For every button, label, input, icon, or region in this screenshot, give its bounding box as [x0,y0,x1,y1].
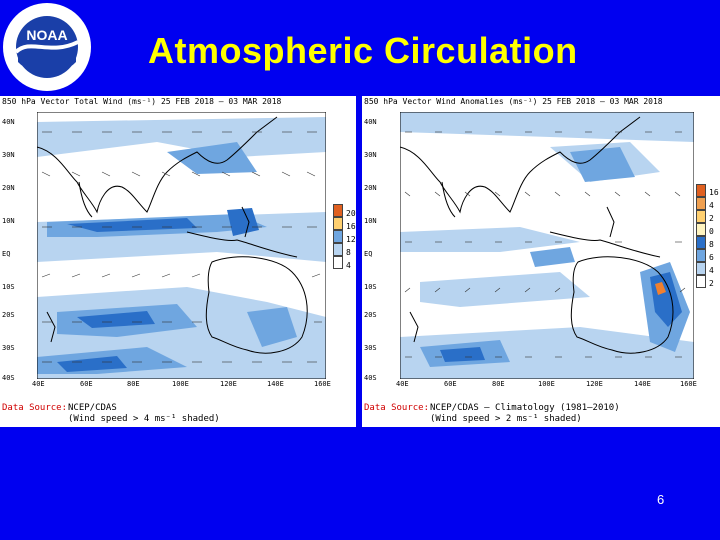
colorbar-label: 16 [709,188,719,197]
data-source-text: NCEP/CDAS — Climatology (1981–2010) [430,403,620,413]
colorbar-label: 4 [709,201,714,210]
panel-title: 850 hPa Vector Total Wind (ms⁻¹) 25 FEB … [2,97,282,106]
lon-label: 160E [314,380,331,388]
noaa-logo: NOAA [3,3,91,91]
colorbar-swatch [333,256,343,269]
lon-label: 160E [680,380,697,388]
colorbar-label: 2 [709,279,714,288]
total-wind-map-panel: 850 hPa Vector Total Wind (ms⁻¹) 25 FEB … [0,96,356,427]
lon-label: 100E [538,380,555,388]
lat-label: 10S [364,283,377,291]
colorbar-label: 12 [346,235,356,244]
colorbar-swatch [333,230,343,243]
lat-label: 10N [2,217,15,225]
colorbar-label: 20 [346,209,356,218]
colorbar-label: 6 [709,253,714,262]
colorbar-swatch [696,210,706,223]
lat-label: 30N [2,151,15,159]
lon-label: 80E [127,380,140,388]
colorbar-swatch [696,249,706,262]
data-source-label: Data Source: [364,403,430,413]
anomaly-colorbar: 16 4 2 0 8 6 4 2 [696,184,720,296]
lon-label: 40E [32,380,45,388]
colorbar-label: 16 [346,222,356,231]
lat-label: 40S [2,374,15,382]
colorbar-label: 4 [709,266,714,275]
coastlines [37,116,308,354]
lon-label: 60E [80,380,93,388]
colorbar-label: 8 [709,240,714,249]
lon-label: 140E [267,380,284,388]
colorbar-swatch [333,217,343,230]
lon-label: 120E [220,380,237,388]
colorbar-swatch [696,197,706,210]
wind-vectors [41,131,322,363]
data-source-label: Data Source: [2,403,68,413]
lat-label: 20N [364,184,377,192]
lat-label: 20S [2,311,15,319]
lat-label: 20S [364,311,377,319]
colorbar-swatch [333,243,343,256]
speed-colorbar: 20 16 12 8 4 [333,204,356,284]
shading-note: (Wind speed > 2 ms⁻¹ shaded) [430,414,582,424]
lat-label: 10S [2,283,15,291]
colorbar-swatch [696,236,706,249]
shading-dark [57,208,259,372]
wind-anomaly-map-panel: 850 hPa Vector Wind Anomalies (ms⁻¹) 25 … [362,96,720,427]
lat-label: 10N [364,217,377,225]
colorbar-swatch [696,223,706,236]
data-source-text: NCEP/CDAS [68,403,117,413]
page-number: 6 [657,492,665,507]
wind-anomaly-map [400,112,694,379]
shading-positive [655,282,666,295]
lat-label: EQ [2,250,11,258]
lon-label: 140E [634,380,651,388]
wind-vectors [404,131,686,358]
colorbar-swatch [696,184,706,197]
colorbar-label: 8 [346,248,351,257]
colorbar-label: 4 [346,261,351,270]
shading-note: (Wind speed > 4 ms⁻¹ shaded) [68,414,220,424]
colorbar-swatch [696,262,706,275]
lat-label: 40S [364,374,377,382]
lat-label: EQ [364,250,373,258]
lat-label: 30S [2,344,15,352]
lon-label: 120E [586,380,603,388]
shading-light [400,112,694,379]
slide-title: Atmospheric Circulation [148,30,578,71]
lon-label: 100E [172,380,189,388]
lat-label: 40N [2,118,15,126]
lat-label: 30N [364,151,377,159]
colorbar-swatch [333,204,343,217]
logo-text: NOAA [26,27,67,43]
coastlines [400,116,674,354]
total-wind-map [37,112,326,379]
colorbar-label: 2 [709,214,714,223]
lat-label: 40N [364,118,377,126]
lon-label: 40E [396,380,409,388]
colorbar-swatch [696,275,706,288]
lon-label: 80E [492,380,505,388]
lat-label: 20N [2,184,15,192]
lat-label: 30S [364,344,377,352]
lon-label: 60E [444,380,457,388]
panel-title: 850 hPa Vector Wind Anomalies (ms⁻¹) 25 … [364,97,663,106]
colorbar-label: 0 [709,227,714,236]
